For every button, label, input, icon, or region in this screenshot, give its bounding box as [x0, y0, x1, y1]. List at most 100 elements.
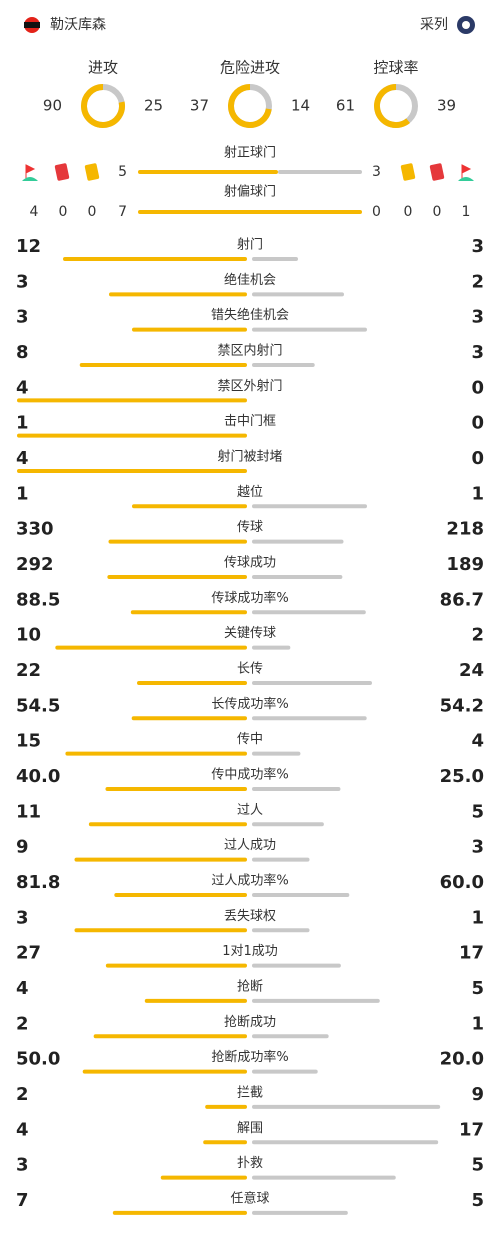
stat-home: 330	[16, 519, 54, 540]
stat-label: 丢失球权	[224, 908, 276, 924]
stat-bar-away	[252, 857, 310, 862]
stat-away: 2	[471, 271, 484, 292]
stat-home: 292	[16, 554, 54, 575]
away-icons	[400, 163, 474, 181]
stat-away: 17	[459, 943, 484, 964]
stat-label: 长传	[237, 661, 263, 676]
stat-bar-home	[131, 716, 247, 721]
stat-away: 17	[459, 1119, 484, 1140]
discipline-home: 0	[88, 204, 97, 220]
stat-away: 20.0	[440, 1049, 484, 1070]
stat-bar-away	[252, 963, 341, 968]
stat-bar-away	[252, 1104, 441, 1109]
stat-away: 24	[459, 660, 484, 681]
shot-bar-away	[278, 170, 362, 174]
stat-label: 传中成功率%	[211, 766, 288, 782]
stat-bar-home	[93, 1034, 248, 1039]
stat-away: 1	[471, 483, 484, 504]
stat-away: 4	[471, 731, 484, 752]
stat-bar-home	[74, 928, 247, 933]
stat-home: 3	[16, 907, 29, 928]
stat-home: 3	[16, 1155, 29, 1176]
stat-label: 拦截	[237, 1085, 263, 1100]
stat-bar-away	[252, 928, 310, 933]
stat-bar-away	[252, 539, 344, 544]
summary-label: 进攻	[88, 59, 118, 77]
stat-home: 27	[16, 943, 41, 964]
stat-bar-home	[65, 751, 247, 756]
stat-bar-home	[88, 822, 247, 827]
stat-away: 218	[446, 519, 484, 540]
stat-bar-home	[55, 645, 248, 650]
stat-bar-away	[252, 645, 291, 650]
stat-bar-away	[252, 716, 367, 721]
stat-away: 9	[471, 1084, 484, 1105]
stat-label: 抢断	[237, 978, 263, 994]
stat-label: 解围	[237, 1121, 263, 1136]
stat-bar-home	[114, 892, 248, 897]
stat-home: 50.0	[16, 1049, 60, 1070]
shot-bar-home	[138, 210, 362, 214]
stat-home: 88.5	[16, 589, 60, 610]
stat-home: 12	[16, 236, 41, 257]
stat-away: 1	[471, 907, 484, 928]
shot-home: 7	[118, 204, 127, 220]
stat-home: 7	[16, 1190, 29, 1211]
stat-bar-away	[252, 362, 315, 367]
summary-away: 39	[437, 97, 456, 115]
stat-bar-home	[82, 1069, 247, 1074]
stat-bar-away	[252, 292, 344, 297]
stat-away: 5	[471, 801, 484, 822]
stat-bar-home	[137, 680, 247, 685]
donut-home	[81, 84, 125, 128]
stat-home: 2	[16, 1084, 29, 1105]
stat-label: 禁区外射门	[217, 378, 282, 394]
stat-away: 0	[471, 377, 484, 398]
shots-on-label: 射正球门	[224, 145, 276, 161]
summary-away: 14	[291, 97, 310, 115]
stat-bar-home	[112, 1210, 247, 1215]
stat-bar-home	[130, 610, 247, 615]
stat-label: 过人成功率%	[211, 872, 288, 888]
stat-label: 越位	[237, 485, 263, 500]
stat-label: 1对1成功	[222, 944, 278, 959]
stat-bar-home	[79, 362, 248, 367]
stat-bar-away	[252, 892, 350, 897]
stat-bar-home	[107, 574, 247, 579]
stat-label: 任意球	[230, 1190, 269, 1206]
stat-bar-away	[252, 1034, 329, 1039]
stat-bar-home	[105, 963, 247, 968]
stat-label: 禁区内射门	[217, 342, 282, 358]
stat-label: 绝佳机会	[224, 272, 276, 288]
stat-away: 189	[446, 554, 484, 575]
stat-home: 2	[16, 1013, 29, 1034]
stat-bar-home	[144, 998, 247, 1003]
shot-away: 0	[372, 204, 381, 220]
stat-away: 0	[471, 448, 484, 469]
stat-bar-home	[105, 786, 247, 791]
stat-bar-home	[74, 857, 247, 862]
stat-home: 40.0	[16, 766, 60, 787]
stat-bar-away	[252, 327, 367, 332]
stat-home: 15	[16, 731, 41, 752]
stat-home: 4	[16, 448, 29, 469]
stat-bar-home	[160, 1175, 247, 1180]
summary-home: 61	[336, 97, 355, 115]
stat-home: 1	[16, 483, 29, 504]
stat-bar-away	[252, 751, 301, 756]
stat-bar-away	[252, 610, 366, 615]
stat-home: 3	[16, 307, 29, 328]
summary-label: 危险进攻	[220, 59, 280, 77]
stat-home: 4	[16, 978, 29, 999]
stat-away: 3	[471, 837, 484, 858]
stat-bar-away	[252, 822, 324, 827]
stat-bar-home	[17, 468, 247, 473]
stat-away: 3	[471, 342, 484, 363]
stat-bar-away	[252, 1069, 318, 1074]
stat-label: 扑救	[237, 1155, 263, 1171]
stat-home: 9	[16, 837, 29, 858]
stat-home: 8	[16, 342, 29, 363]
stat-bar-home	[17, 398, 247, 403]
stat-label: 击中门框	[224, 414, 276, 429]
